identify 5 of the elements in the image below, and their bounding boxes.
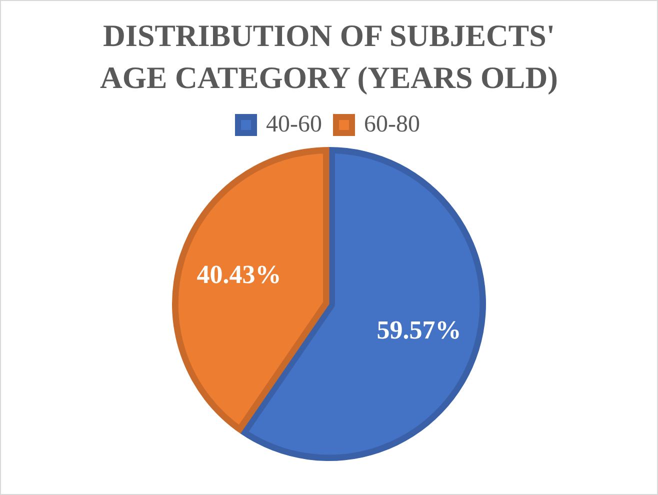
chart-title: DISTRIBUTION OF SUBJECTS' AGE CATEGORY (YEARS OLD) [99, 17, 559, 97]
legend-label: 60-80 [364, 111, 420, 138]
data-label: 59.57% [376, 316, 462, 345]
legend-label: 40-60 [266, 111, 322, 138]
data-label: 40.43% [196, 260, 282, 289]
